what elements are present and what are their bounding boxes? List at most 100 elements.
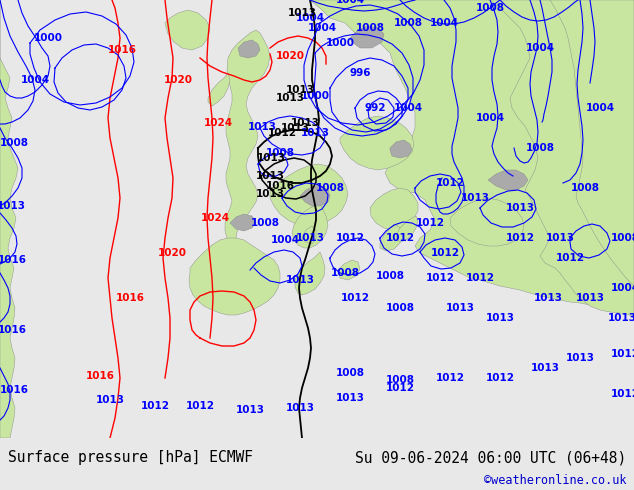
Text: 1013: 1013 — [290, 118, 320, 128]
Text: 1008: 1008 — [356, 23, 384, 33]
Text: 1000: 1000 — [325, 38, 354, 48]
Text: 1013: 1013 — [531, 363, 559, 373]
Text: 1008: 1008 — [335, 368, 365, 378]
Polygon shape — [189, 238, 280, 315]
Text: 1013: 1013 — [285, 275, 314, 285]
Text: 1013: 1013 — [335, 393, 365, 403]
Text: 1012: 1012 — [268, 128, 297, 138]
Text: 1004: 1004 — [611, 283, 634, 293]
Text: 1004: 1004 — [295, 13, 325, 23]
Polygon shape — [340, 116, 414, 170]
Text: 1008: 1008 — [316, 183, 344, 193]
Text: 1013: 1013 — [295, 233, 325, 243]
Text: 1013: 1013 — [545, 233, 574, 243]
Text: 1013: 1013 — [505, 203, 534, 213]
Polygon shape — [396, 216, 418, 242]
Text: 1013: 1013 — [607, 313, 634, 323]
Text: 1008: 1008 — [385, 303, 415, 313]
Text: 1004: 1004 — [526, 43, 555, 53]
Polygon shape — [295, 252, 325, 295]
Text: 1024: 1024 — [204, 118, 233, 128]
Text: 1013: 1013 — [486, 313, 515, 323]
Polygon shape — [390, 140, 412, 158]
Polygon shape — [292, 200, 328, 248]
Text: 1012: 1012 — [436, 373, 465, 383]
Text: Surface pressure [hPa] ECMWF: Surface pressure [hPa] ECMWF — [8, 450, 253, 465]
Polygon shape — [302, 226, 316, 244]
Text: 1013: 1013 — [280, 123, 309, 133]
Text: 1016: 1016 — [115, 293, 145, 303]
Text: 1008: 1008 — [476, 3, 505, 13]
Text: 1012: 1012 — [611, 349, 634, 359]
Text: 1008: 1008 — [394, 18, 422, 28]
Text: 1004: 1004 — [20, 75, 49, 85]
Text: 1012: 1012 — [505, 233, 534, 243]
Text: 1008: 1008 — [375, 271, 404, 281]
Polygon shape — [300, 186, 330, 206]
Text: 1013: 1013 — [460, 193, 489, 203]
Polygon shape — [208, 73, 230, 106]
Text: 1008: 1008 — [0, 138, 29, 148]
Text: 1013: 1013 — [301, 128, 330, 138]
Polygon shape — [165, 10, 210, 50]
Text: 1008: 1008 — [250, 218, 280, 228]
Polygon shape — [230, 214, 256, 231]
Polygon shape — [270, 164, 348, 226]
Text: 1004: 1004 — [394, 103, 423, 113]
Text: 1012: 1012 — [425, 273, 455, 283]
Polygon shape — [238, 40, 260, 58]
Polygon shape — [550, 0, 634, 286]
Text: 1004: 1004 — [476, 113, 505, 123]
Text: 1013: 1013 — [0, 201, 25, 211]
Text: 1016: 1016 — [266, 181, 295, 191]
Polygon shape — [488, 170, 528, 190]
Text: 1013: 1013 — [285, 403, 314, 413]
Text: 1016: 1016 — [0, 255, 27, 265]
Text: 1012: 1012 — [340, 293, 370, 303]
Text: 1012: 1012 — [430, 248, 460, 258]
Text: 996: 996 — [349, 68, 371, 78]
Text: 1012: 1012 — [385, 233, 415, 243]
Text: 1012: 1012 — [611, 389, 634, 399]
Polygon shape — [370, 188, 418, 230]
Text: 1004: 1004 — [271, 235, 299, 245]
Text: 1008: 1008 — [266, 148, 295, 158]
Polygon shape — [225, 30, 270, 278]
Text: 1004: 1004 — [335, 0, 365, 5]
Text: 1012: 1012 — [141, 401, 169, 411]
Text: ©weatheronline.co.uk: ©weatheronline.co.uk — [484, 474, 626, 487]
Text: 1012: 1012 — [385, 383, 415, 393]
Text: 1020: 1020 — [157, 248, 186, 258]
Text: 1004: 1004 — [585, 103, 614, 113]
Text: 1008: 1008 — [330, 268, 359, 278]
Text: 1000: 1000 — [301, 91, 330, 101]
Polygon shape — [490, 0, 634, 316]
Text: 1012: 1012 — [436, 178, 465, 188]
Text: 1008: 1008 — [571, 183, 600, 193]
Polygon shape — [310, 0, 634, 313]
Text: 1016: 1016 — [0, 325, 27, 335]
Text: 1013: 1013 — [256, 171, 285, 181]
Text: 1020: 1020 — [276, 51, 304, 61]
Text: 1013: 1013 — [235, 405, 264, 415]
Polygon shape — [380, 225, 402, 251]
Text: 1012: 1012 — [465, 273, 495, 283]
Text: 1013: 1013 — [446, 303, 474, 313]
Text: 1013: 1013 — [247, 122, 276, 132]
Text: 1013: 1013 — [566, 353, 595, 363]
Text: Su 09-06-2024 06:00 UTC (06+48): Su 09-06-2024 06:00 UTC (06+48) — [355, 450, 626, 465]
Text: 1013: 1013 — [256, 189, 285, 199]
Text: 1024: 1024 — [200, 213, 230, 223]
Text: 992: 992 — [365, 103, 385, 113]
Text: 1008: 1008 — [611, 233, 634, 243]
Polygon shape — [450, 198, 524, 246]
Text: 1013: 1013 — [257, 153, 285, 163]
Text: 1012: 1012 — [335, 233, 365, 243]
Text: 1012: 1012 — [486, 373, 515, 383]
Text: 1000: 1000 — [34, 33, 63, 43]
Text: 1013: 1013 — [533, 293, 562, 303]
Text: 1012: 1012 — [186, 401, 214, 411]
Text: 1013: 1013 — [287, 8, 316, 18]
Text: 1012: 1012 — [555, 253, 585, 263]
Text: 1013: 1013 — [96, 395, 124, 405]
